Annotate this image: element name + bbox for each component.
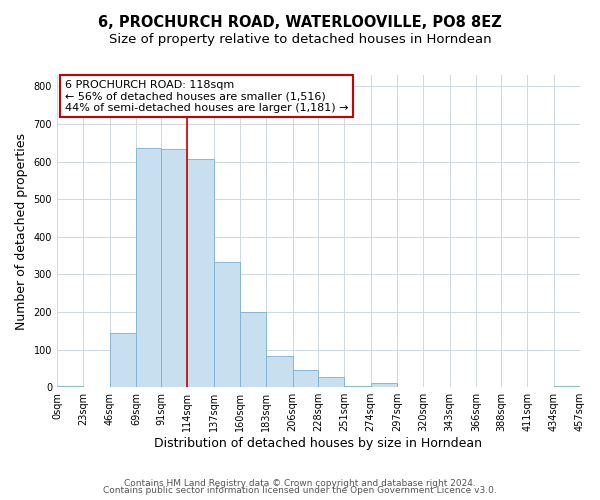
- Bar: [266, 356, 293, 387]
- Bar: [318, 377, 344, 387]
- Bar: [344, 386, 371, 387]
- Bar: [554, 386, 580, 387]
- Bar: [187, 159, 214, 387]
- Bar: [110, 334, 136, 387]
- Text: 6, PROCHURCH ROAD, WATERLOOVILLE, PO8 8EZ: 6, PROCHURCH ROAD, WATERLOOVILLE, PO8 8E…: [98, 15, 502, 30]
- X-axis label: Distribution of detached houses by size in Horndean: Distribution of detached houses by size …: [154, 437, 482, 450]
- Bar: [57, 386, 83, 387]
- Bar: [136, 148, 161, 387]
- Text: Size of property relative to detached houses in Horndean: Size of property relative to detached ho…: [109, 32, 491, 46]
- Text: 6 PROCHURCH ROAD: 118sqm
← 56% of detached houses are smaller (1,516)
44% of sem: 6 PROCHURCH ROAD: 118sqm ← 56% of detach…: [65, 80, 348, 113]
- Bar: [240, 312, 266, 387]
- Bar: [161, 150, 187, 387]
- Text: Contains public sector information licensed under the Open Government Licence v3: Contains public sector information licen…: [103, 486, 497, 495]
- Y-axis label: Number of detached properties: Number of detached properties: [15, 132, 28, 330]
- Bar: [293, 370, 318, 387]
- Text: Contains HM Land Registry data © Crown copyright and database right 2024.: Contains HM Land Registry data © Crown c…: [124, 478, 476, 488]
- Bar: [371, 382, 397, 387]
- Bar: [214, 262, 240, 387]
